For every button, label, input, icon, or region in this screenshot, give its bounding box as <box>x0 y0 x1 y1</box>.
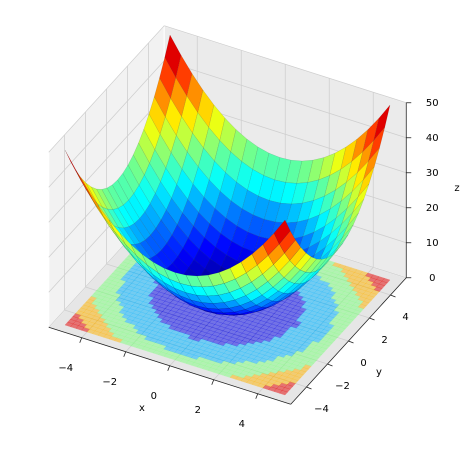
x-axis-label: x <box>139 403 145 414</box>
contour-cell <box>381 278 391 284</box>
tick-label: 40 <box>426 133 439 144</box>
tick-label: 20 <box>426 203 439 214</box>
surface-face <box>279 230 296 254</box>
tick-mark <box>348 340 354 344</box>
tick-label: −2 <box>335 381 350 392</box>
surface-face <box>96 188 114 210</box>
surface-face <box>321 249 338 269</box>
tick-label: 0 <box>429 273 435 284</box>
tick-label: 10 <box>426 238 439 249</box>
surface-face <box>289 247 307 267</box>
tick-label: −2 <box>102 377 117 388</box>
grid-line <box>164 60 407 139</box>
surface-face <box>85 182 103 208</box>
surface-face <box>273 219 291 245</box>
tick-label: 30 <box>426 168 439 179</box>
tick-mark <box>79 337 83 343</box>
surface-face <box>305 258 323 273</box>
tick-label: 0 <box>151 391 157 402</box>
tick-mark <box>369 317 375 321</box>
tick-label: 4 <box>239 419 245 430</box>
tick-label: −4 <box>314 404 329 415</box>
tick-mark <box>327 363 333 367</box>
tick-label: −4 <box>58 363 73 374</box>
surface-face <box>310 257 328 273</box>
surface-face <box>90 186 108 210</box>
tick-mark <box>167 365 171 371</box>
grid-line <box>48 95 165 223</box>
tick-label: 0 <box>360 358 366 369</box>
tick-label: 4 <box>402 312 408 323</box>
tick-label: 2 <box>381 335 387 346</box>
grid-line <box>48 60 165 188</box>
tick-label: 50 <box>426 98 439 109</box>
tick-mark <box>390 294 396 298</box>
surface-face <box>101 187 119 210</box>
surface-face <box>284 239 301 261</box>
surface-face <box>294 252 312 271</box>
surface-face <box>117 173 134 201</box>
tick-mark <box>211 379 215 385</box>
z-axis-label: z <box>454 183 459 194</box>
grid-line <box>164 25 407 104</box>
surface-face <box>106 184 124 209</box>
tick-mark <box>123 351 127 357</box>
tick-mark <box>255 393 259 399</box>
grid-line <box>48 25 165 153</box>
surface-face <box>300 256 317 273</box>
y-axis-label: y <box>376 367 382 378</box>
surface-face <box>112 179 129 206</box>
tick-mark <box>306 386 312 390</box>
surface-face <box>315 254 333 272</box>
tick-label: 2 <box>195 405 201 416</box>
surface-face <box>75 170 93 200</box>
surface-face <box>64 149 82 182</box>
